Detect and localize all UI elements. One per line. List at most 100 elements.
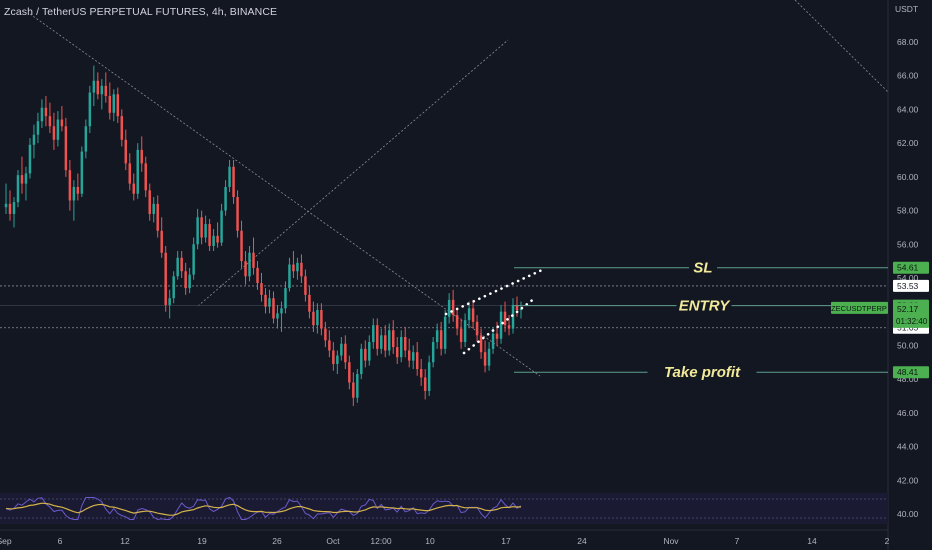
candle-body bbox=[120, 116, 124, 140]
x-tick-label: 12 bbox=[120, 536, 130, 546]
candle-body bbox=[328, 340, 331, 351]
candle-body bbox=[96, 80, 100, 95]
oscillator-panel bbox=[0, 493, 888, 524]
candle-body bbox=[364, 348, 367, 361]
candle-body bbox=[487, 348, 491, 366]
x-tick-label: 24 bbox=[577, 536, 587, 546]
y-tick-label: 58.00 bbox=[897, 206, 919, 216]
candle-body bbox=[76, 186, 80, 194]
candle-body bbox=[180, 257, 183, 272]
annotation-take-profit: Take profit bbox=[664, 364, 741, 381]
x-tick-label: Oct bbox=[326, 536, 340, 546]
candle-body bbox=[240, 230, 243, 262]
y-tick-label: 48.00 bbox=[897, 374, 919, 384]
y-tick-label: 42.00 bbox=[897, 475, 919, 485]
candle-body bbox=[276, 313, 279, 319]
candle-body bbox=[280, 308, 283, 314]
candle-body bbox=[28, 144, 32, 174]
candle-body bbox=[515, 304, 519, 311]
candle-body bbox=[399, 337, 403, 358]
candle-body bbox=[503, 311, 507, 326]
candle-body bbox=[244, 261, 247, 277]
price-label: 53.53 bbox=[897, 281, 919, 291]
candle-body bbox=[8, 203, 12, 214]
candle-body bbox=[419, 369, 423, 378]
candle-body bbox=[136, 149, 139, 194]
candle-body bbox=[176, 257, 179, 277]
y-tick-label: 64.00 bbox=[897, 104, 919, 114]
candle-body bbox=[112, 94, 116, 113]
oscillator-line bbox=[5, 496, 522, 521]
candle-body bbox=[220, 210, 223, 243]
candle-body bbox=[324, 328, 327, 341]
candle-body bbox=[24, 173, 28, 184]
candle-body bbox=[144, 163, 147, 191]
currency-label: USDT bbox=[895, 4, 918, 14]
price-label-box bbox=[893, 261, 929, 274]
candle-body bbox=[72, 186, 76, 201]
wedge-lower-line bbox=[462, 296, 537, 355]
candle-body bbox=[272, 298, 275, 319]
price-label: 54.61 bbox=[897, 263, 919, 273]
candle-body bbox=[451, 299, 455, 316]
candle-body bbox=[447, 299, 451, 317]
candle-body bbox=[108, 95, 112, 113]
y-tick-label: 44.00 bbox=[897, 442, 919, 452]
candle-body bbox=[348, 362, 351, 383]
y-tick-label: 46.00 bbox=[897, 408, 919, 418]
candle-body bbox=[443, 316, 447, 349]
candle-body bbox=[128, 163, 131, 184]
price-label: 48.41 bbox=[897, 367, 919, 377]
candle-body bbox=[519, 308, 523, 311]
candle-body bbox=[212, 235, 215, 246]
candle-body bbox=[56, 119, 60, 140]
candle-body bbox=[228, 166, 231, 187]
candle-body bbox=[499, 311, 503, 339]
candle-body bbox=[36, 121, 40, 135]
y-tick-label: 54.00 bbox=[897, 273, 919, 283]
candle-body bbox=[463, 320, 467, 343]
candle-body bbox=[88, 92, 92, 127]
candle-body bbox=[431, 342, 435, 363]
y-tick-label: 56.00 bbox=[897, 239, 919, 249]
candle-body bbox=[384, 335, 387, 351]
x-tick-label: Sep bbox=[0, 536, 12, 546]
current-price-label: 52.17 bbox=[897, 304, 919, 314]
oscillator-signal-line bbox=[5, 502, 522, 516]
candle-body bbox=[184, 271, 187, 289]
candle-body bbox=[260, 283, 263, 295]
y-tick-label: 40.00 bbox=[897, 509, 919, 519]
candle-body bbox=[148, 190, 151, 214]
candle-body bbox=[252, 252, 255, 268]
candle-body bbox=[439, 330, 443, 349]
y-tick-label: 62.00 bbox=[897, 138, 919, 148]
candle-body bbox=[164, 252, 167, 305]
candle-body bbox=[316, 310, 319, 326]
candle-body bbox=[196, 217, 199, 245]
y-tick-label: 50.00 bbox=[897, 340, 919, 350]
candle-body bbox=[407, 350, 411, 361]
candle-body bbox=[224, 186, 227, 211]
candle-body bbox=[368, 342, 371, 361]
candle-body bbox=[52, 126, 56, 140]
annotation-bg bbox=[689, 257, 717, 278]
candle-body bbox=[380, 335, 383, 349]
candle-body bbox=[292, 264, 295, 272]
candle-body bbox=[356, 374, 359, 398]
candle-body bbox=[491, 333, 495, 349]
candle-body bbox=[296, 262, 299, 272]
candle-body bbox=[256, 267, 259, 284]
candle-body bbox=[264, 294, 267, 307]
candle-body bbox=[92, 80, 96, 93]
candle-body bbox=[156, 203, 159, 231]
candle-body bbox=[48, 116, 52, 127]
candle-body bbox=[467, 308, 471, 321]
candle-body bbox=[308, 294, 311, 312]
y-tick-label: 66.00 bbox=[897, 71, 919, 81]
candle-body bbox=[236, 197, 239, 231]
candle-body bbox=[216, 235, 219, 243]
x-tick-label: 2 bbox=[885, 536, 890, 546]
candle-body bbox=[192, 244, 195, 275]
symbol-tag-box bbox=[831, 301, 888, 314]
